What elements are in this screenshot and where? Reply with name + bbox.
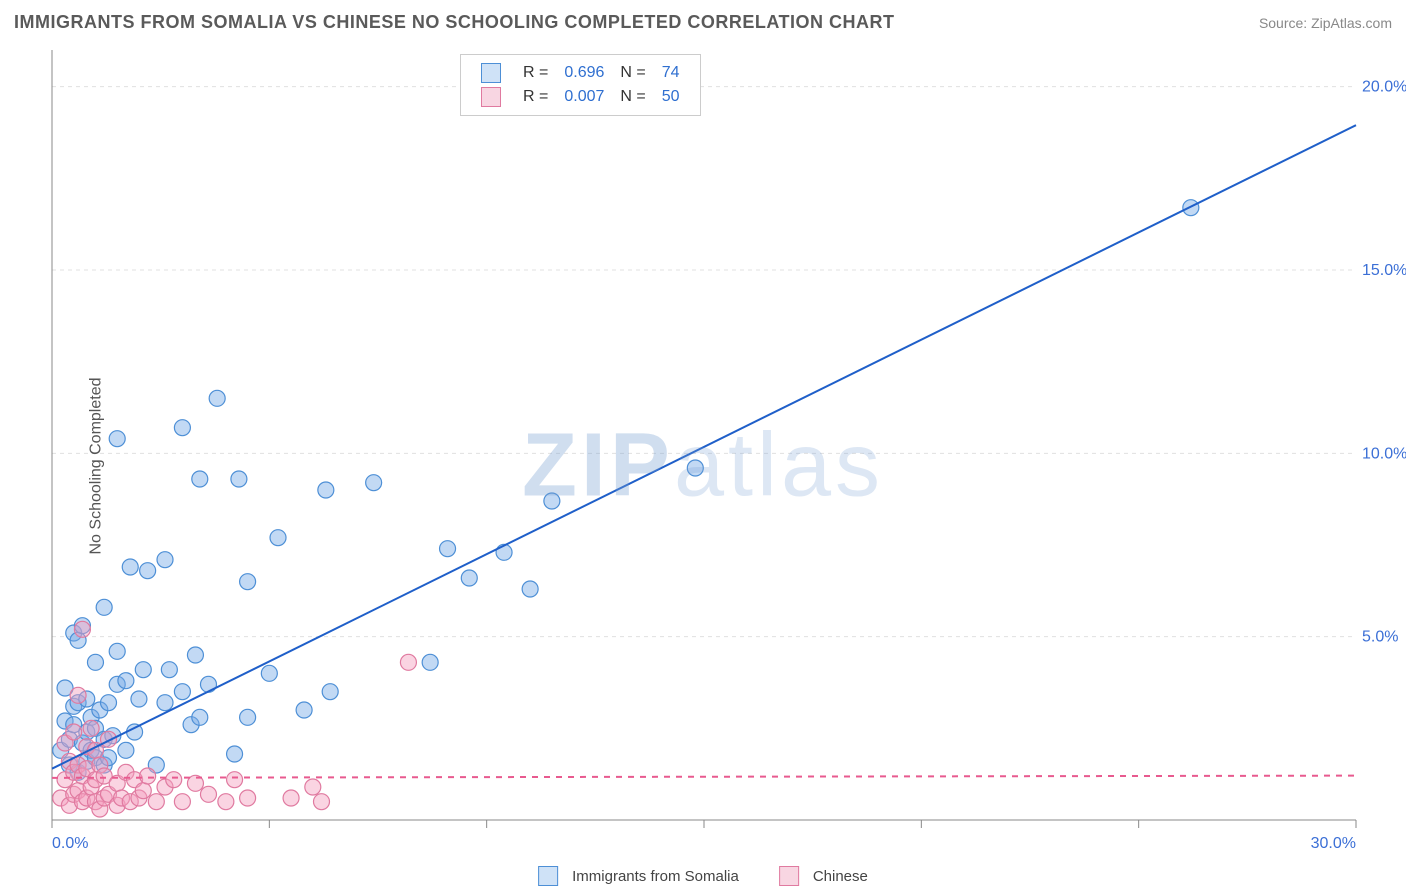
series-legend: Immigrants from Somalia Chinese xyxy=(538,866,868,886)
legend-swatch-somalia xyxy=(481,63,501,83)
legend-n-value-somalia: 74 xyxy=(654,61,688,85)
svg-text:20.0%: 20.0% xyxy=(1362,79,1406,96)
svg-text:10.0%: 10.0% xyxy=(1362,445,1406,462)
legend-label-somalia: Immigrants from Somalia xyxy=(572,868,739,885)
svg-text:30.0%: 30.0% xyxy=(1311,835,1356,852)
y-axis-label: No Schooling Completed xyxy=(88,378,106,555)
legend-r-value-somalia: 0.696 xyxy=(556,61,612,85)
chart-header: IMMIGRANTS FROM SOMALIA VS CHINESE NO SC… xyxy=(14,12,1392,33)
legend-row-somalia: R = 0.696 N = 74 xyxy=(473,61,688,85)
svg-text:5.0%: 5.0% xyxy=(1362,629,1398,646)
legend-swatch-chinese-bottom xyxy=(779,866,799,886)
chart-title: IMMIGRANTS FROM SOMALIA VS CHINESE NO SC… xyxy=(14,12,895,33)
legend-item-chinese: Chinese xyxy=(779,866,868,886)
legend-swatch-cell xyxy=(473,85,515,109)
legend-r-label: R = xyxy=(515,61,556,85)
legend-r-value-chinese: 0.007 xyxy=(556,85,612,109)
legend-n-value-chinese: 50 xyxy=(654,85,688,109)
legend-swatch-cell xyxy=(473,61,515,85)
chart-container: No Schooling Completed 5.0% 10.0% 15.0% 20.… xyxy=(0,40,1406,892)
legend-table: R = 0.696 N = 74 R = 0.007 N = 50 xyxy=(473,61,688,109)
legend-item-somalia: Immigrants from Somalia xyxy=(538,866,739,886)
legend-n-label: N = xyxy=(612,85,653,109)
legend-label-chinese: Chinese xyxy=(813,868,868,885)
legend-row-chinese: R = 0.007 N = 50 xyxy=(473,85,688,109)
legend-swatch-chinese xyxy=(481,87,501,107)
correlation-legend: R = 0.696 N = 74 R = 0.007 N = 50 xyxy=(460,54,701,116)
scatter-chart: 5.0% 10.0% 15.0% 20.0% 0.0% 30.0% xyxy=(0,40,1406,860)
svg-text:0.0%: 0.0% xyxy=(52,835,88,852)
source-label: Source: ZipAtlas.com xyxy=(1259,15,1392,31)
legend-n-label: N = xyxy=(612,61,653,85)
legend-r-label: R = xyxy=(515,85,556,109)
svg-text:15.0%: 15.0% xyxy=(1362,262,1406,279)
legend-swatch-somalia-bottom xyxy=(538,866,558,886)
